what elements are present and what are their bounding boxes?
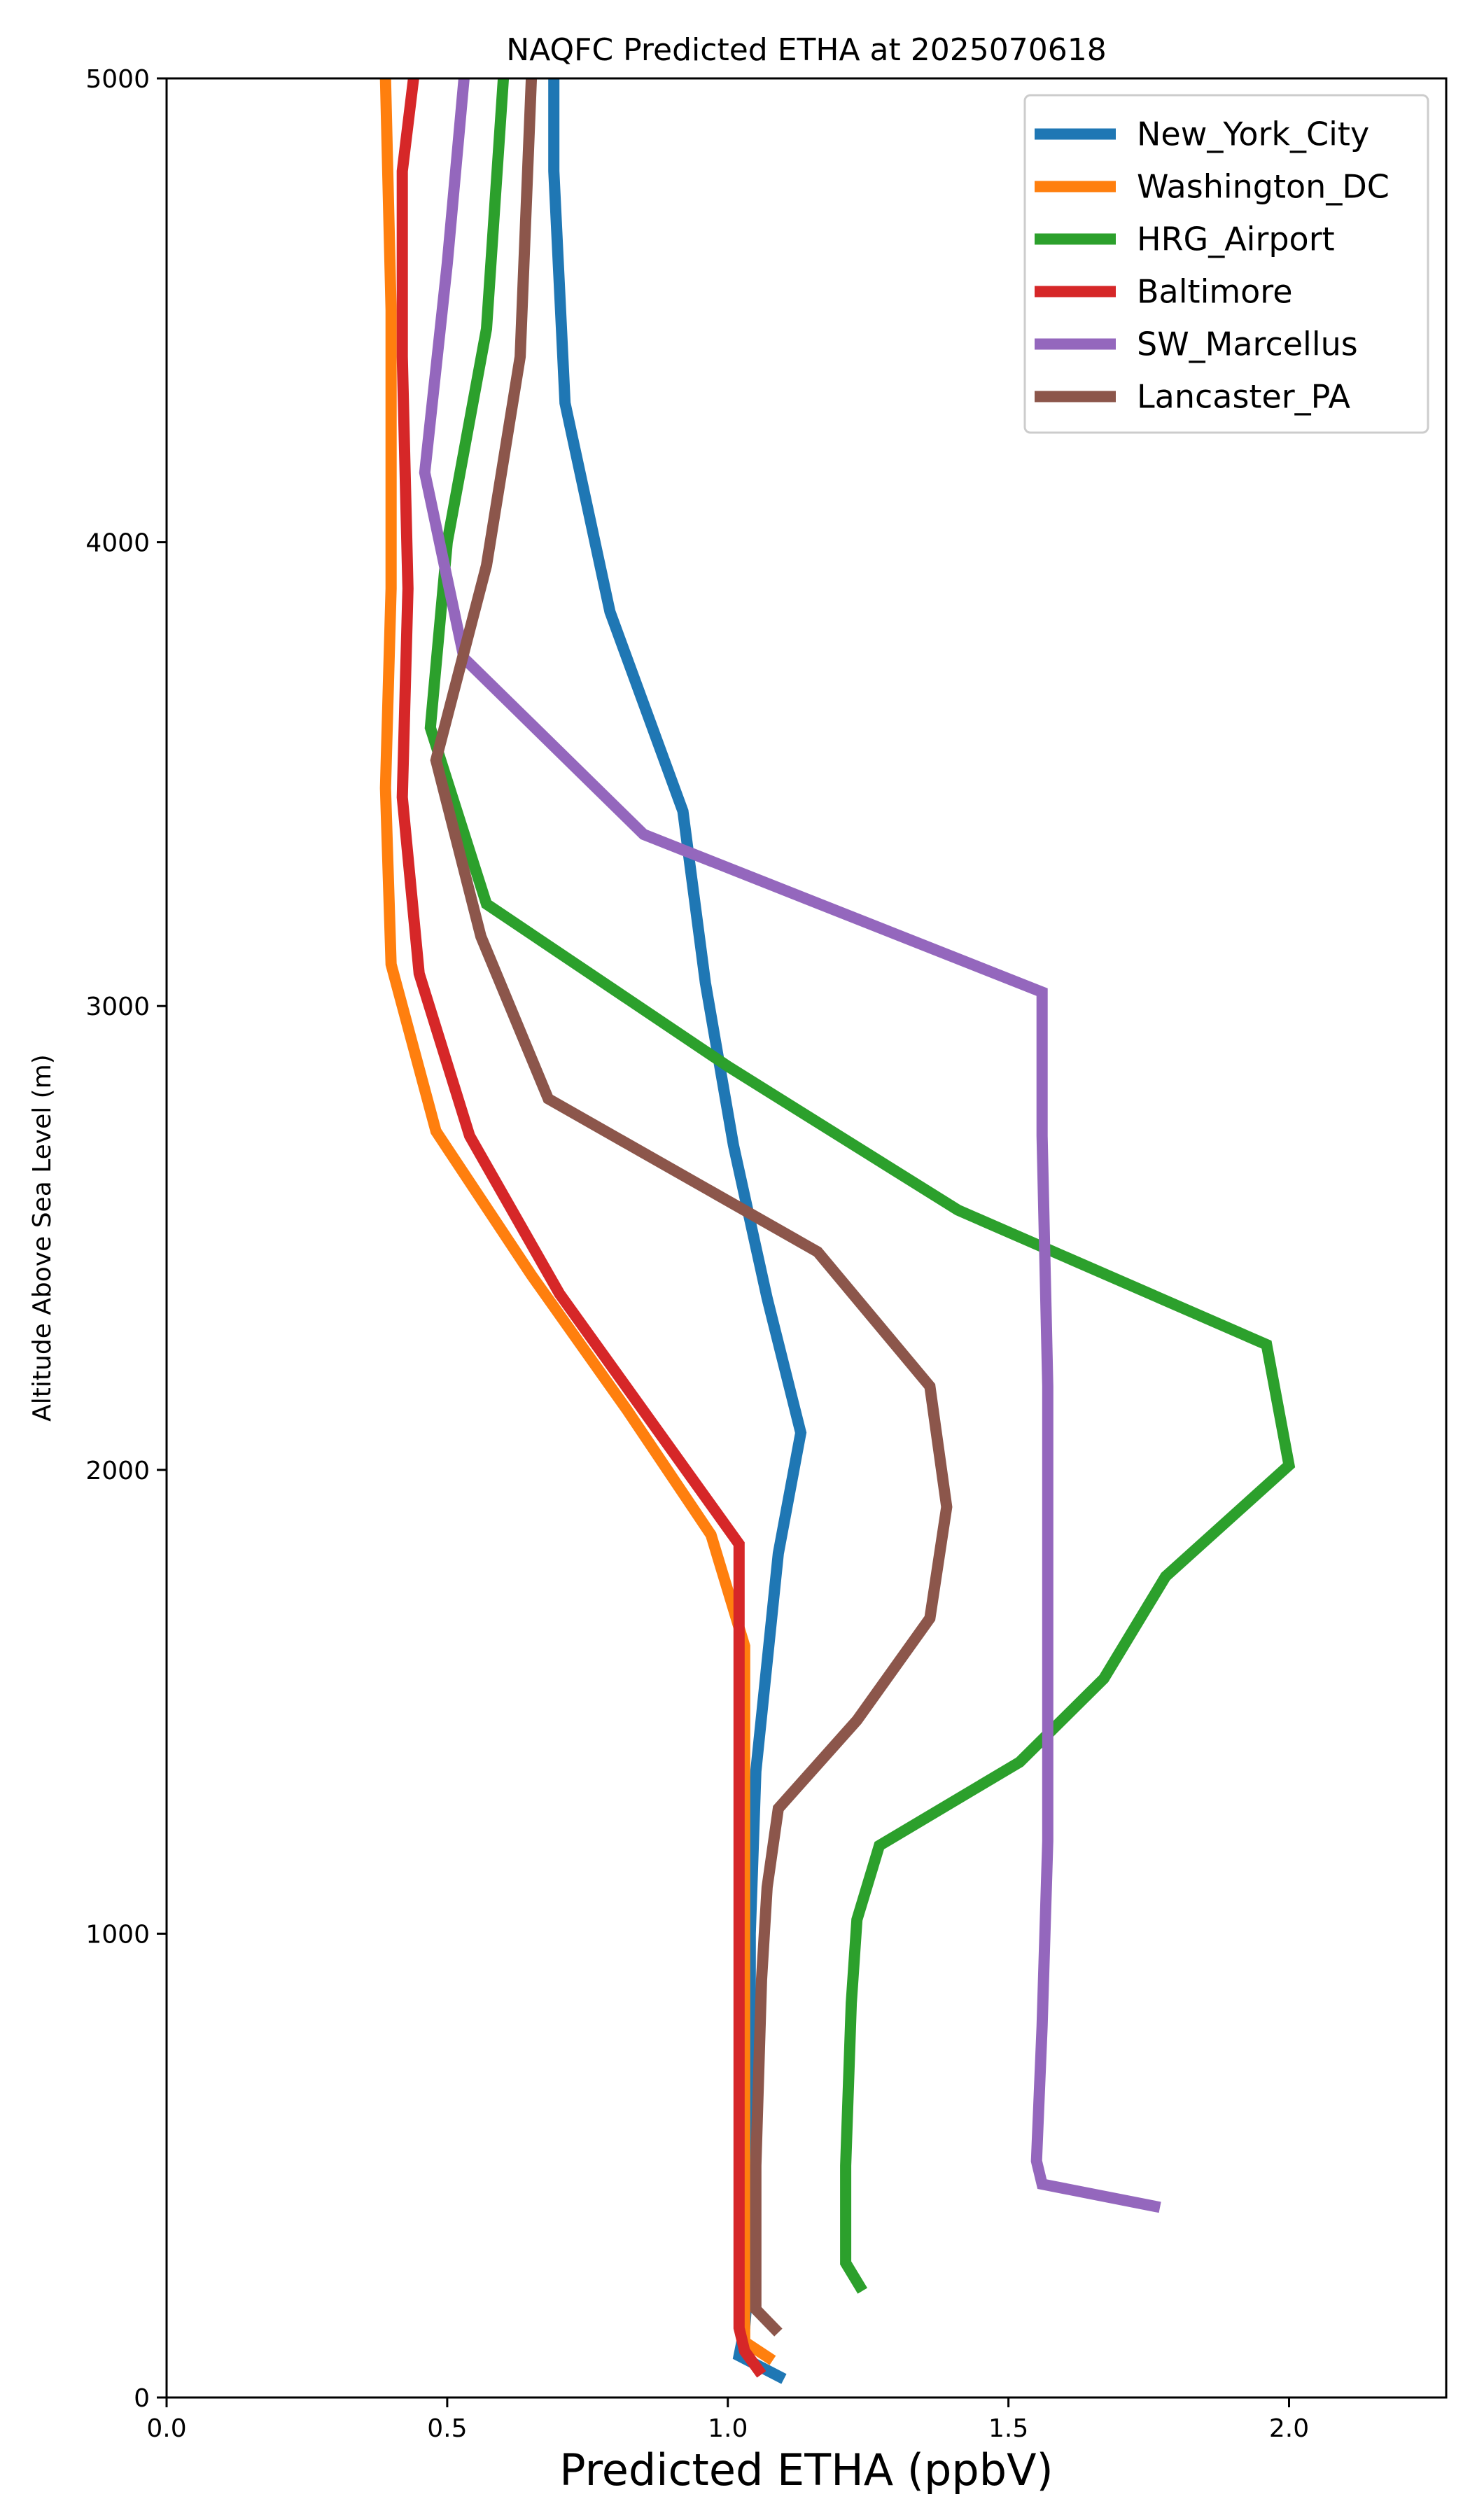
y-axis-ticks: 0 1000 2000 3000 4000 5000	[85, 65, 167, 2413]
x-tick-label: 0.0	[146, 2414, 186, 2443]
y-tick-label: 1000	[85, 1920, 150, 1949]
legend-box	[1023, 94, 1429, 434]
series-line-sw-marcellus	[419, 78, 1161, 2213]
plot-lines	[379, 78, 1296, 2384]
series-line-hrg-airport	[424, 78, 1296, 2294]
x-tick-label: 1.0	[708, 2414, 748, 2443]
legend-label: Baltimore	[1137, 273, 1293, 311]
plot-frame	[165, 77, 1448, 2399]
y-axis-label: Altitude Above Sea Level (m)	[28, 1054, 57, 1422]
legend-label: SW_Marcellus	[1137, 326, 1358, 363]
legend: New_York_City Washington_DC HRG_Airport Bal…	[1023, 94, 1429, 434]
y-tick-label: 0	[134, 2384, 150, 2413]
x-axis-ticks: 0.0 0.5 1.0 1.5 2.0	[146, 2398, 1309, 2443]
y-tick-label: 2000	[85, 1457, 150, 1485]
legend-label: Lancaster_PA	[1137, 378, 1350, 416]
x-tick-label: 1.5	[988, 2414, 1028, 2443]
chart-title: NAQFC Predicted ETHA at 2025070618	[506, 32, 1106, 68]
legend-label: HRG_Airport	[1137, 220, 1335, 258]
legend-label: Washington_DC	[1137, 168, 1390, 206]
y-tick-label: 4000	[85, 529, 150, 558]
series-line-lancaster-pa	[430, 78, 953, 2337]
x-tick-label: 0.5	[427, 2414, 467, 2443]
x-axis-label: Predicted ETHA (ppbV)	[559, 2444, 1053, 2496]
legend-label: New_York_City	[1137, 115, 1369, 153]
y-tick-label: 5000	[85, 65, 150, 94]
x-tick-label: 2.0	[1269, 2414, 1309, 2443]
y-tick-label: 3000	[85, 993, 150, 1021]
series-line-baltimore	[396, 78, 766, 2378]
